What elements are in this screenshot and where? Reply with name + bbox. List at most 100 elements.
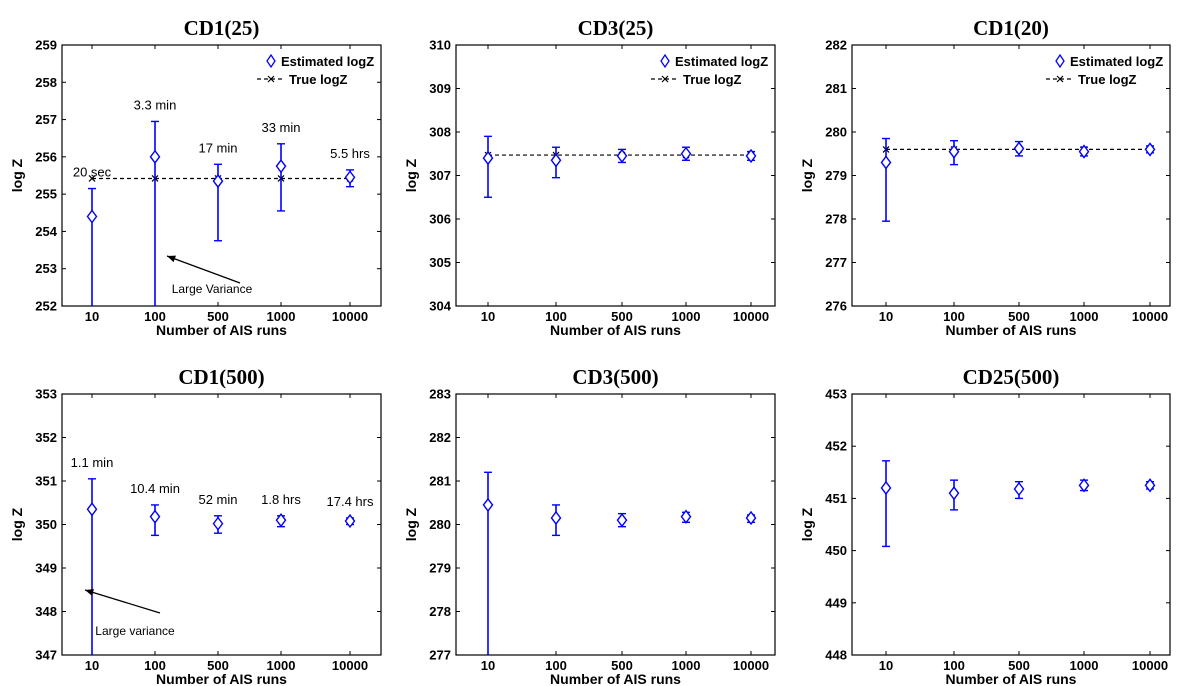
runtime-label: 1.8 hrs: [261, 492, 301, 507]
y-tick-label: 253: [35, 261, 57, 276]
legend-diamond-icon: [660, 53, 670, 69]
x-tick-label: 10000: [332, 658, 368, 673]
x-tick-label: 500: [611, 658, 633, 673]
legend-label: Estimated logZ: [675, 54, 768, 69]
legend-label: True logZ: [1078, 72, 1137, 87]
x-axis-label: Number of AIS runs: [946, 322, 1077, 338]
annotation-text: Large Variance: [172, 282, 253, 296]
legend-label: True logZ: [683, 72, 742, 87]
x-tick-label: 10: [85, 309, 99, 324]
runtime-label: 3.3 min: [134, 97, 177, 112]
estimated-logz-point: [880, 155, 892, 170]
x-tick-label: 500: [1008, 658, 1030, 673]
y-tick-label: 448: [825, 648, 847, 663]
estimated-logz-point: [344, 513, 356, 529]
x-tick-label: 10000: [1132, 658, 1168, 673]
annotation-arrow-line: [84, 589, 161, 614]
annotation-arrow-line: [166, 255, 241, 284]
y-tick-label: 304: [429, 299, 451, 314]
estimated-logz-point: [680, 146, 692, 161]
estimated-logz-point: [344, 170, 356, 185]
estimated-logz-point: [948, 144, 960, 159]
y-tick-label: 258: [35, 75, 57, 90]
x-tick-label: 10: [481, 309, 495, 324]
legend-label: True logZ: [289, 72, 348, 87]
y-tick-label: 307: [429, 168, 451, 183]
annotation-arrow-head: [85, 589, 94, 596]
x-tick-label: 1000: [267, 309, 296, 324]
estimated-logz-point: [1013, 141, 1025, 156]
y-tick-label: 351: [35, 474, 57, 489]
y-tick-label: 281: [429, 474, 451, 489]
y-tick-label: 451: [825, 491, 847, 506]
y-tick-label: 310: [429, 38, 451, 53]
y-tick-label: 282: [825, 38, 847, 53]
y-tick-label: 278: [429, 604, 451, 619]
runtime-label: 1.1 min: [71, 455, 114, 470]
estimated-logz-point: [616, 148, 628, 164]
legend-x-icon: [267, 75, 275, 83]
x-tick-label: 500: [207, 658, 229, 673]
estimated-logz-point: [680, 509, 692, 524]
x-axis-label: Number of AIS runs: [156, 322, 287, 338]
x-tick-label: 100: [144, 658, 166, 673]
legend-x-icon: [661, 75, 669, 83]
x-axis-label: Number of AIS runs: [550, 322, 681, 338]
estimated-logz-point: [1078, 478, 1090, 493]
x-tick-label: 10000: [733, 658, 769, 673]
y-tick-label: 278: [825, 212, 847, 227]
runtime-label: 17 min: [198, 140, 237, 155]
x-tick-label: 10: [481, 658, 495, 673]
y-tick-label: 449: [825, 595, 847, 610]
y-tick-label: 347: [35, 648, 57, 663]
x-tick-label: 1000: [1070, 309, 1099, 324]
y-tick-label: 281: [825, 81, 847, 96]
legend-diamond-icon: [266, 53, 276, 69]
y-tick-label: 349: [35, 561, 57, 576]
estimated-logz-point: [149, 149, 161, 165]
estimated-logz-point: [1013, 481, 1025, 497]
y-tick-label: 353: [35, 387, 57, 402]
x-tick-label: 500: [1008, 309, 1030, 324]
chart-title: CD1(25): [184, 16, 260, 40]
x-tick-label: 10000: [733, 309, 769, 324]
annotation-text: Large variance: [95, 624, 175, 638]
x-tick-label: 100: [943, 309, 965, 324]
y-tick-label: 279: [429, 561, 451, 576]
y-tick-label: 280: [825, 125, 847, 140]
legend-x-icon: [1056, 75, 1064, 83]
estimated-logz-point: [1144, 142, 1156, 157]
plot-area: [455, 393, 776, 656]
x-tick-label: 10: [879, 658, 893, 673]
x-axis-label: Number of AIS runs: [156, 671, 287, 686]
x-tick-label: 10: [85, 658, 99, 673]
plot-area: [851, 393, 1171, 656]
estimated-logz-point: [880, 480, 892, 496]
chart-title: CD3(500): [572, 365, 658, 389]
y-tick-label: 309: [429, 81, 451, 96]
x-tick-label: 500: [207, 309, 229, 324]
x-axis-label: Number of AIS runs: [550, 671, 681, 686]
y-axis-label: log Z: [9, 507, 25, 541]
y-tick-label: 305: [429, 255, 451, 270]
y-tick-label: 255: [35, 187, 57, 202]
x-tick-label: 1000: [267, 658, 296, 673]
estimated-logz-point: [149, 509, 161, 524]
y-tick-label: 276: [825, 299, 847, 314]
estimated-logz-point: [1078, 144, 1090, 159]
estimated-logz-point: [275, 159, 287, 174]
y-tick-label: 350: [35, 517, 57, 532]
x-tick-label: 1000: [1070, 658, 1099, 673]
y-axis-label: log Z: [799, 507, 815, 541]
y-tick-label: 254: [35, 224, 57, 239]
true-logz-marker: [88, 175, 96, 182]
y-tick-label: 453: [825, 387, 847, 402]
y-tick-label: 277: [825, 255, 847, 270]
estimated-logz-point: [482, 497, 494, 513]
y-tick-label: 283: [429, 387, 451, 402]
y-tick-label: 348: [35, 604, 57, 619]
estimated-logz-point: [616, 512, 628, 528]
chart-title: CD25(500): [963, 365, 1060, 389]
runtime-label: 17.4 hrs: [327, 494, 374, 509]
